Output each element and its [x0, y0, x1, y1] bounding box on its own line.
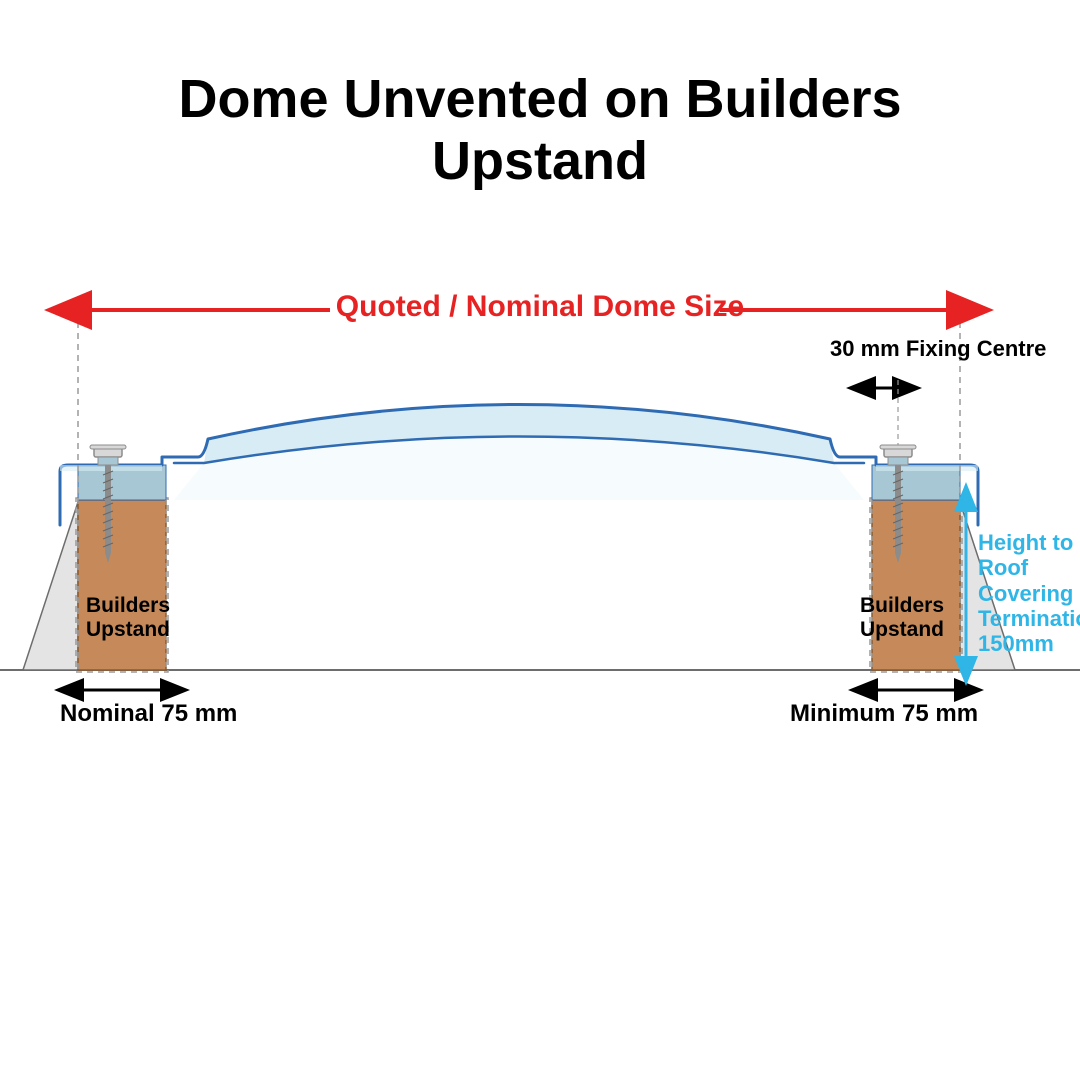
minimum-75-label: Minimum 75 mm	[790, 700, 978, 728]
nominal-75-label: Nominal 75 mm	[60, 700, 237, 728]
builders-upstand-left-label: Builders Upstand	[86, 594, 170, 642]
diagram-svg-wrap	[0, 0, 1080, 1085]
nominal-dome-label: Quoted / Nominal Dome Size	[0, 290, 1080, 325]
fixing-centre-label: 30 mm Fixing Centre	[830, 336, 1046, 361]
diagram-svg	[0, 0, 1080, 1080]
builders-upstand-right-label: Builders Upstand	[860, 594, 944, 642]
height-termination-label: Height to Roof Covering Termination 150m…	[978, 530, 1080, 656]
